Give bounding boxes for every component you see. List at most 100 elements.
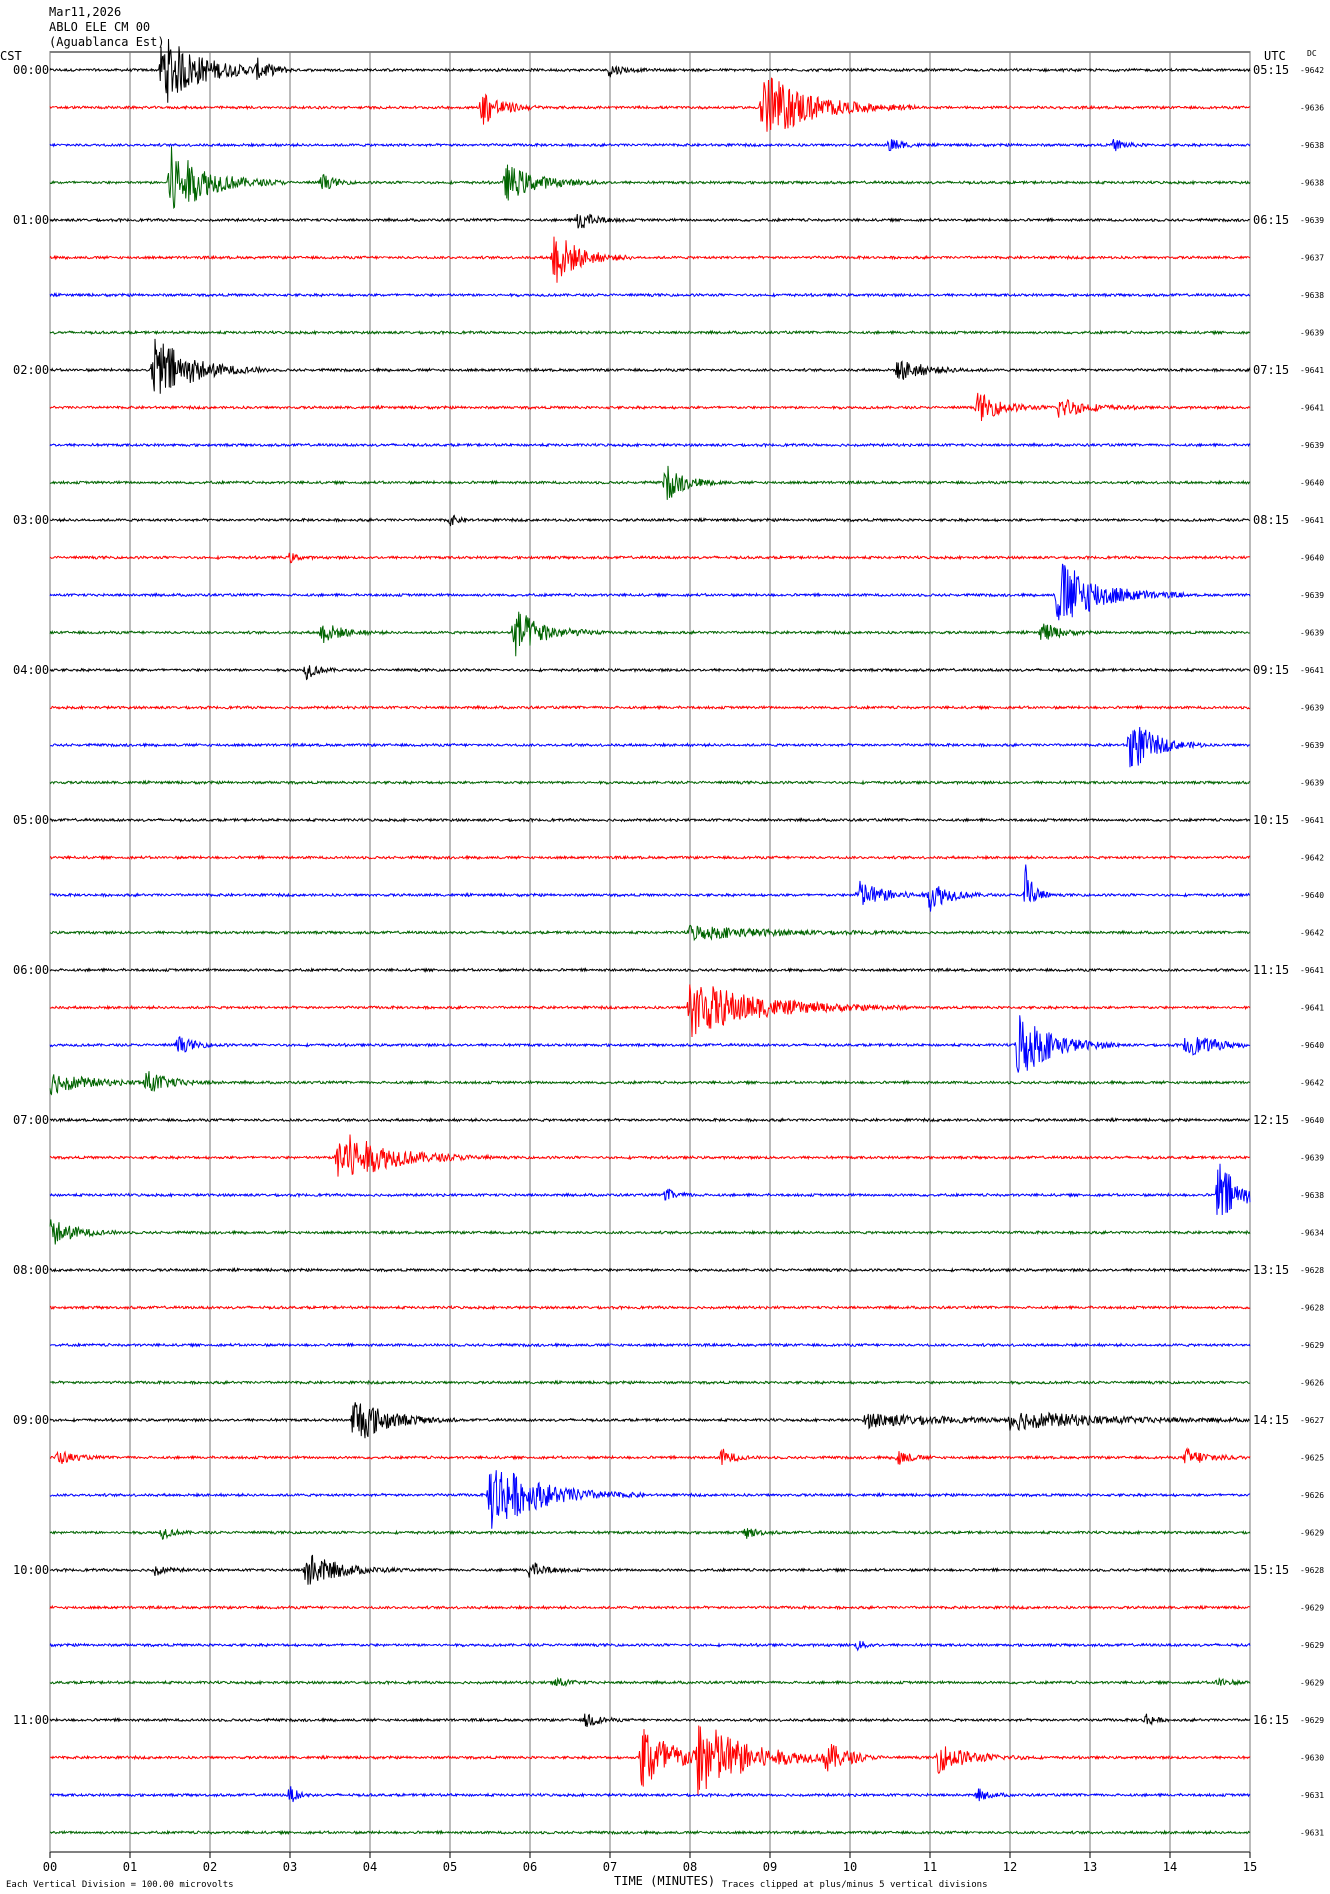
- dc-offset-label: -9636: [1300, 104, 1324, 113]
- dc-offset-label: -9639: [1300, 741, 1324, 750]
- left-hour-label: 06:00: [13, 963, 49, 977]
- right-hour-label: 12:15: [1253, 1113, 1289, 1127]
- right-hour-label: 08:15: [1253, 513, 1289, 527]
- seismic-trace: [49, 779, 1251, 786]
- seismic-trace: [49, 1219, 1251, 1245]
- right-hour-label: 14:15: [1253, 1413, 1289, 1427]
- seismic-trace: [49, 1116, 1251, 1123]
- x-axis-title: TIME (MINUTES): [614, 1874, 715, 1888]
- plot-frame: [49, 51, 1251, 1853]
- right-hour-label: 05:15: [1253, 63, 1289, 77]
- seismic-trace: [49, 1604, 1251, 1611]
- dc-offset-label: -9642: [1300, 66, 1324, 75]
- dc-offset-label: -9641: [1300, 666, 1324, 675]
- seismic-trace: [49, 1470, 1251, 1529]
- seismic-trace: [49, 1676, 1251, 1688]
- x-tick-label: 10: [843, 1860, 857, 1874]
- right-hour-label: 10:15: [1253, 813, 1289, 827]
- seismic-trace: [49, 967, 1251, 974]
- dc-offset-label: -9640: [1300, 891, 1324, 900]
- dc-offset-label: -9625: [1300, 1454, 1324, 1463]
- left-hour-label: 10:00: [13, 1563, 49, 1577]
- seismic-trace: [49, 1342, 1251, 1349]
- seismic-trace: [49, 552, 1251, 564]
- dc-offset-label: -9641: [1300, 966, 1324, 975]
- seismic-trace: [49, 465, 1251, 500]
- station-label: ABLO ELE CM 00: [49, 20, 150, 34]
- seismic-trace: [49, 1725, 1251, 1796]
- seismic-trace: [49, 392, 1251, 422]
- dc-offset-label: -9626: [1300, 1491, 1324, 1500]
- seismic-trace: [49, 1071, 1251, 1096]
- seismic-trace: [49, 1134, 1251, 1177]
- seismic-trace: [49, 854, 1251, 861]
- seismic-trace: [49, 442, 1251, 449]
- seismic-trace: [49, 984, 1251, 1037]
- seismic-trace: [49, 1304, 1251, 1311]
- seismic-trace: [49, 1447, 1251, 1466]
- left-hour-label: 07:00: [13, 1113, 49, 1127]
- seismic-trace: [49, 213, 1251, 229]
- dc-offset-label: -9638: [1300, 141, 1324, 150]
- x-tick-label: 14: [1163, 1860, 1177, 1874]
- seismic-trace: [49, 665, 1251, 681]
- dc-offset-label: -9629: [1300, 1641, 1324, 1650]
- dc-offset-label: -9628: [1300, 1566, 1324, 1575]
- seismic-trace: [49, 1713, 1251, 1728]
- left-hour-label: 09:00: [13, 1413, 49, 1427]
- dc-offset-label: -9629: [1300, 1529, 1324, 1538]
- seismic-trace: [49, 1640, 1251, 1652]
- dc-offset-label: -9631: [1300, 1791, 1324, 1800]
- dc-offset-label: -9641: [1300, 516, 1324, 525]
- seismic-trace: [49, 817, 1251, 824]
- x-tick-label: 01: [123, 1860, 137, 1874]
- seismic-trace: [49, 1379, 1251, 1386]
- seismic-trace: [49, 1554, 1251, 1585]
- left-hour-label: 04:00: [13, 663, 49, 677]
- dc-offset-label: -9628: [1300, 1266, 1324, 1275]
- x-tick-label: 06: [523, 1860, 537, 1874]
- right-hour-label: 16:15: [1253, 1713, 1289, 1727]
- scale-note: Each Vertical Division = 100.00 microvol…: [6, 1880, 234, 1890]
- dc-offset-label: -9642: [1300, 854, 1324, 863]
- seismic-trace: [49, 77, 1251, 132]
- dc-offset-label: -9628: [1300, 1304, 1324, 1313]
- dc-offset-label: -9626: [1300, 1379, 1324, 1388]
- left-hour-label: 11:00: [13, 1713, 49, 1727]
- seismic-trace: [49, 514, 1251, 527]
- dc-offset-label: -9629: [1300, 1679, 1324, 1688]
- seismic-trace: [49, 38, 1251, 103]
- dc-offset-label: -9627: [1300, 1416, 1324, 1425]
- dc-offset-label: -9630: [1300, 1754, 1324, 1763]
- dc-offset-label: -9639: [1300, 329, 1324, 338]
- dc-offset-label: -9639: [1300, 441, 1324, 450]
- dc-offset-label: -9639: [1300, 216, 1324, 225]
- left-hour-label: 02:00: [13, 363, 49, 377]
- seismic-trace: [49, 236, 1251, 283]
- seismic-trace: [49, 727, 1251, 768]
- dc-offset-label: -9638: [1300, 1191, 1324, 1200]
- seismic-trace: [49, 924, 1251, 942]
- x-tick-label: 03: [283, 1860, 297, 1874]
- dc-offset-label: -9639: [1300, 629, 1324, 638]
- dc-offset-label: -9639: [1300, 1154, 1324, 1163]
- right-hour-label: 11:15: [1253, 963, 1289, 977]
- dc-offset-label: -9641: [1300, 366, 1324, 375]
- seismic-trace: [49, 1015, 1251, 1073]
- dc-offset-label: -9641: [1300, 1004, 1324, 1013]
- seismic-trace: [49, 1266, 1251, 1274]
- seismic-trace: [49, 611, 1251, 657]
- right-hour-label: 09:15: [1253, 663, 1289, 677]
- seismic-traces: [49, 38, 1251, 1836]
- x-tick-label: 02: [203, 1860, 217, 1874]
- x-tick-label: 12: [1003, 1860, 1017, 1874]
- seismic-trace: [49, 1402, 1251, 1439]
- right-hour-label: 15:15: [1253, 1563, 1289, 1577]
- dc-offset-label: -9631: [1300, 1829, 1324, 1838]
- x-tick-label: 08: [683, 1860, 697, 1874]
- dc-offset-label: -9638: [1300, 179, 1324, 188]
- minute-grid: [49, 51, 1251, 1858]
- right-timezone-label: UTC: [1264, 49, 1286, 63]
- seismic-trace: [49, 1829, 1251, 1836]
- seismic-trace: [49, 338, 1251, 394]
